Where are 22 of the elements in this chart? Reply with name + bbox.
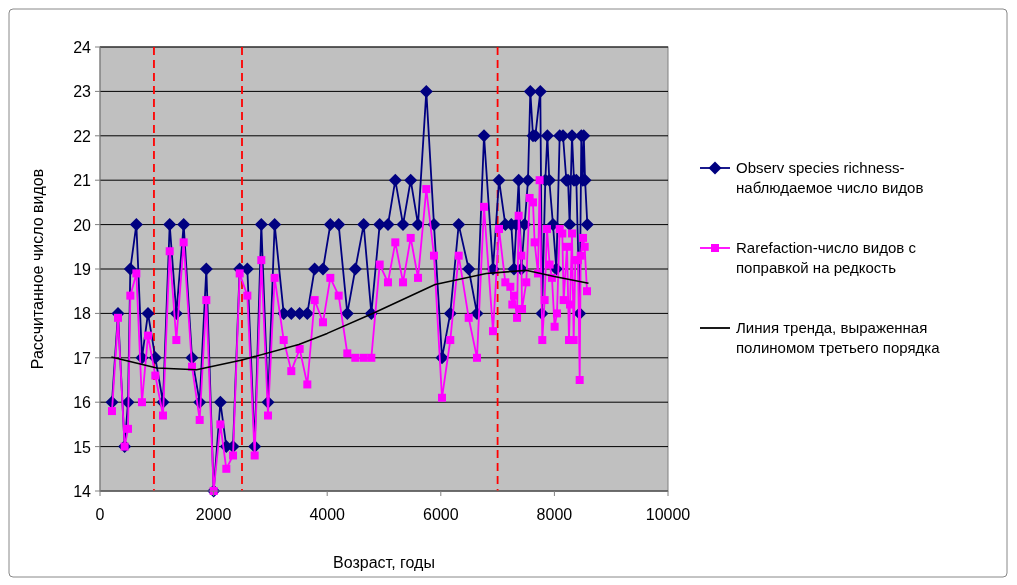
y-tick-label: 22: [73, 127, 92, 145]
x-tick-label: 6000: [423, 506, 459, 523]
y-tick-label: 20: [73, 216, 92, 234]
x-tick-label: 10000: [645, 506, 691, 523]
y-axis-title: Рассчитанное число видов: [29, 168, 46, 370]
y-tick-label: 21: [73, 172, 92, 190]
legend-label: Observ species richness-наблюдаемое число видов: [736, 159, 924, 196]
x-tick-label: 0: [95, 506, 105, 523]
y-tick-label: 17: [73, 349, 92, 367]
y-tick-label: 14: [73, 483, 92, 500]
legend-label: Линия тренда, выраженная полиномом третьего порядка: [736, 319, 941, 356]
y-tick-label: 19: [73, 261, 92, 278]
y-tick-label: 23: [73, 83, 92, 101]
y-tick-label: 15: [73, 438, 92, 456]
x-tick-label: 4000: [309, 506, 346, 523]
x-tick-label: 8000: [536, 506, 573, 523]
y-tick-label: 24: [73, 39, 92, 56]
legend-label: Rarefaction-число видов с поправкой на редкость: [736, 239, 917, 276]
x-tick-label: 2000: [195, 506, 232, 523]
y-tick-label: 16: [73, 394, 92, 412]
y-tick-label: 18: [73, 305, 92, 323]
x-axis-title: Возраст, годы: [333, 554, 435, 571]
